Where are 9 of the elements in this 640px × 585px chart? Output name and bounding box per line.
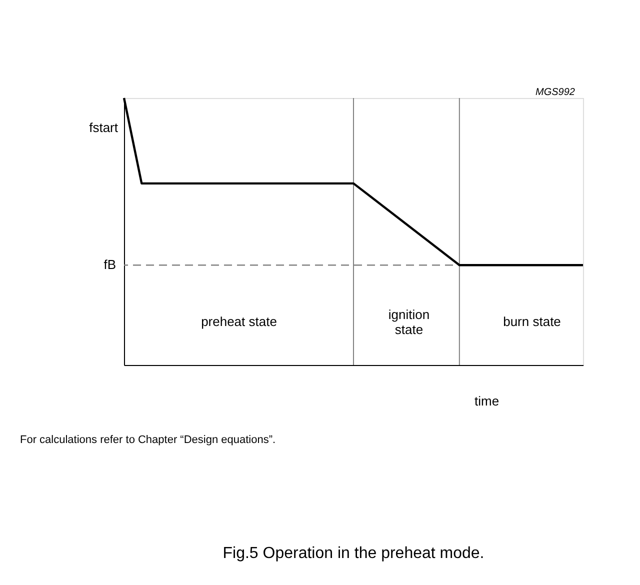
annotation: burn state (503, 314, 561, 329)
text: For calculations refer to Chapter “Design equations”. (20, 434, 276, 446)
x-axis-title: time (474, 394, 500, 408)
text: fstart (89, 120, 118, 135)
ref-line-label: fB (104, 257, 116, 272)
annotation: preheat state (201, 314, 277, 329)
text: Fig.5 Operation in the preheat mode. (222, 545, 484, 562)
annotation: ignition state (388, 307, 430, 337)
annotation: MGS992 (536, 87, 576, 98)
